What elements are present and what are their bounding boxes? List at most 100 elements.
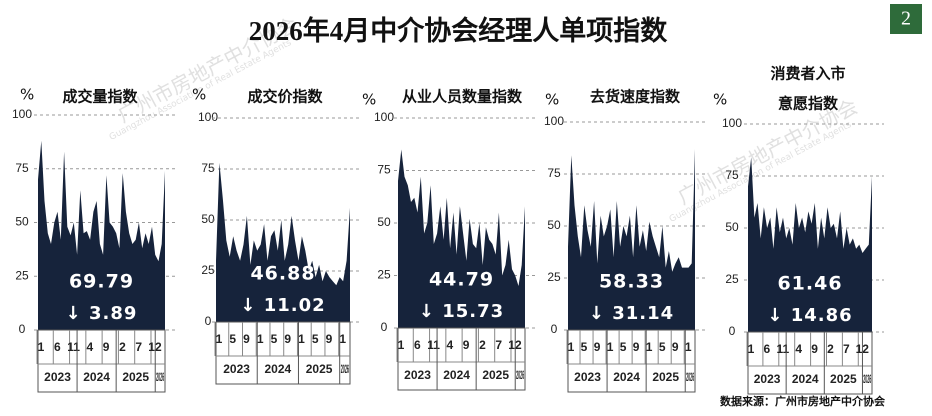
watermark-en: Guangzhou Association of Real Estate Age…: [668, 120, 854, 225]
y-tick-label: 25: [15, 268, 29, 282]
x-tick-label: 1: [568, 340, 575, 354]
x-tick-label: 2: [119, 340, 126, 354]
x-tick-label: 5: [659, 340, 666, 354]
chart-title: 消费者入市: [770, 65, 845, 83]
badge: [890, 4, 922, 34]
year-label: 2025: [122, 370, 149, 384]
change-value: ↓ 15.73: [419, 301, 504, 322]
area: [568, 149, 695, 330]
y-tick-label: 50: [201, 212, 215, 226]
y-tick-label: 0: [729, 324, 736, 338]
year-label: 2024: [83, 370, 110, 384]
x-tick-label: 5: [271, 332, 278, 346]
y-tick-label: 50: [547, 218, 561, 232]
index-value: 44.79: [429, 269, 494, 291]
chart-title: 意愿指数: [778, 95, 839, 113]
x-tick-label: 9: [243, 332, 250, 346]
chart-title: 去货速度指数: [590, 88, 681, 106]
year-label: 2025: [306, 362, 333, 376]
x-tick-label: 11: [67, 340, 80, 354]
x-tick-label: 1: [398, 338, 405, 352]
year-label: 2025: [830, 372, 857, 386]
year-label: 2026: [686, 370, 694, 384]
source: 数据来源：广州市房地产中介协会: [720, 394, 886, 408]
x-tick-label: 7: [843, 342, 850, 356]
change-value: ↓ 3.89: [66, 303, 138, 324]
area: [216, 162, 350, 322]
x-tick-label: 9: [811, 342, 818, 356]
y-tick-label: 75: [547, 166, 561, 180]
x-tick-label: 9: [103, 340, 110, 354]
unit-label: %: [362, 91, 376, 109]
y-tick-label: 100: [12, 107, 32, 121]
change-value: ↓ 14.86: [767, 305, 852, 326]
x-tick-label: 5: [229, 332, 236, 346]
x-tick-label: 4: [447, 338, 454, 352]
axis-box: [747, 331, 873, 395]
unit-label: %: [20, 86, 34, 104]
y-tick-label: 0: [205, 314, 212, 328]
x-tick-label: 9: [672, 340, 679, 354]
y-tick-label: 25: [547, 270, 561, 284]
y-tick-label: 75: [15, 161, 29, 175]
unit-label: %: [545, 91, 559, 109]
x-tick-label: 6: [414, 338, 421, 352]
x-tick-label: 1: [607, 340, 614, 354]
x-tick-label: 1: [339, 332, 346, 346]
x-tick-label: 9: [326, 332, 333, 346]
area: [398, 149, 525, 328]
x-tick-label: 2: [827, 342, 834, 356]
x-tick-label: 1: [298, 332, 305, 346]
y-tick-label: 100: [198, 110, 218, 124]
unit-label: %: [192, 86, 206, 104]
y-tick-label: 0: [19, 322, 26, 336]
x-tick-label: 7: [495, 338, 502, 352]
chart-title: 从业人员数量指数: [402, 88, 523, 106]
y-tick-label: 25: [377, 268, 391, 282]
x-tick-label: 5: [312, 332, 319, 346]
year-label: 2026: [516, 368, 524, 382]
x-tick-label: 11: [427, 338, 440, 352]
y-tick-label: 75: [201, 161, 215, 175]
y-tick-label: 50: [725, 220, 739, 234]
index-value: 58.33: [599, 271, 664, 293]
y-tick-label: 0: [381, 320, 388, 334]
x-tick-label: 9: [284, 332, 291, 346]
year-label: 2023: [754, 372, 781, 386]
x-tick-label: 1: [748, 342, 755, 356]
y-tick-label: 100: [722, 116, 742, 130]
chart-title: 成交价指数: [247, 88, 323, 106]
chart-title: 成交量指数: [62, 88, 138, 106]
y-tick-label: 100: [544, 114, 564, 128]
x-tick-label: 1: [685, 340, 692, 354]
axis-box: [215, 321, 351, 385]
axis-box: [567, 329, 696, 393]
x-tick-label: 9: [463, 338, 470, 352]
index-value: 61.46: [777, 273, 842, 295]
area: [748, 157, 872, 332]
x-tick-label: 2: [479, 338, 486, 352]
x-tick-label: 6: [54, 340, 61, 354]
year-label: 2023: [574, 370, 601, 384]
x-tick-label: 6: [764, 342, 771, 356]
y-tick-label: 0: [551, 322, 558, 336]
year-label: 2024: [264, 362, 291, 376]
axis-box: [397, 327, 526, 391]
x-tick-label: 4: [87, 340, 94, 354]
year-label: 2024: [443, 368, 470, 382]
x-tick-label: 1: [257, 332, 264, 346]
page-number: 2: [901, 8, 911, 30]
year-label: 2023: [44, 370, 71, 384]
year-label: 2023: [223, 362, 250, 376]
x-tick-label: 1: [646, 340, 653, 354]
y-tick-label: 25: [725, 272, 739, 286]
y-tick-label: 75: [377, 163, 391, 177]
y-tick-label: 100: [374, 110, 394, 124]
year-label: 2025: [652, 370, 679, 384]
y-tick-label: 50: [15, 215, 29, 229]
year-label: 2024: [792, 372, 819, 386]
year-label: 2026: [341, 362, 349, 376]
y-tick-label: 50: [377, 215, 391, 229]
